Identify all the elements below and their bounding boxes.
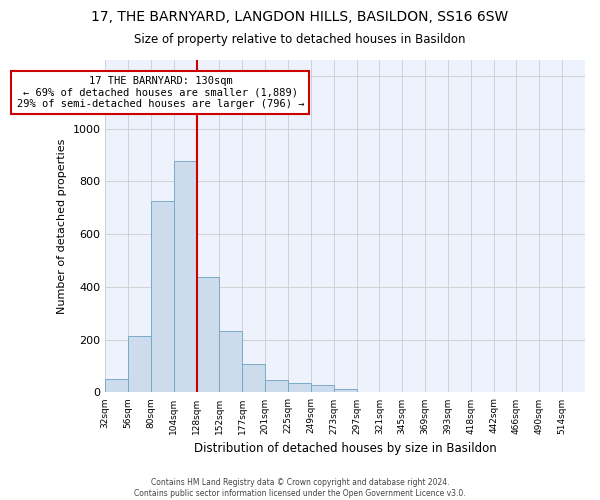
Bar	[151, 200, 174, 392]
Bar	[242, 364, 265, 392]
Y-axis label: Number of detached properties: Number of detached properties	[56, 138, 67, 314]
Bar	[174, 161, 197, 392]
Bar	[334, 390, 356, 392]
Text: Size of property relative to detached houses in Basildon: Size of property relative to detached ho…	[134, 32, 466, 46]
Bar	[220, 331, 242, 392]
Bar	[311, 386, 334, 392]
Bar	[197, 277, 220, 392]
Text: 17, THE BARNYARD, LANGDON HILLS, BASILDON, SS16 6SW: 17, THE BARNYARD, LANGDON HILLS, BASILDO…	[91, 10, 509, 24]
X-axis label: Distribution of detached houses by size in Basildon: Distribution of detached houses by size …	[194, 442, 496, 455]
Text: 17 THE BARNYARD: 130sqm
← 69% of detached houses are smaller (1,889)
29% of semi: 17 THE BARNYARD: 130sqm ← 69% of detache…	[17, 76, 304, 109]
Bar	[265, 380, 288, 392]
Bar	[288, 382, 311, 392]
Bar	[128, 336, 151, 392]
Bar	[105, 379, 128, 392]
Text: Contains HM Land Registry data © Crown copyright and database right 2024.
Contai: Contains HM Land Registry data © Crown c…	[134, 478, 466, 498]
